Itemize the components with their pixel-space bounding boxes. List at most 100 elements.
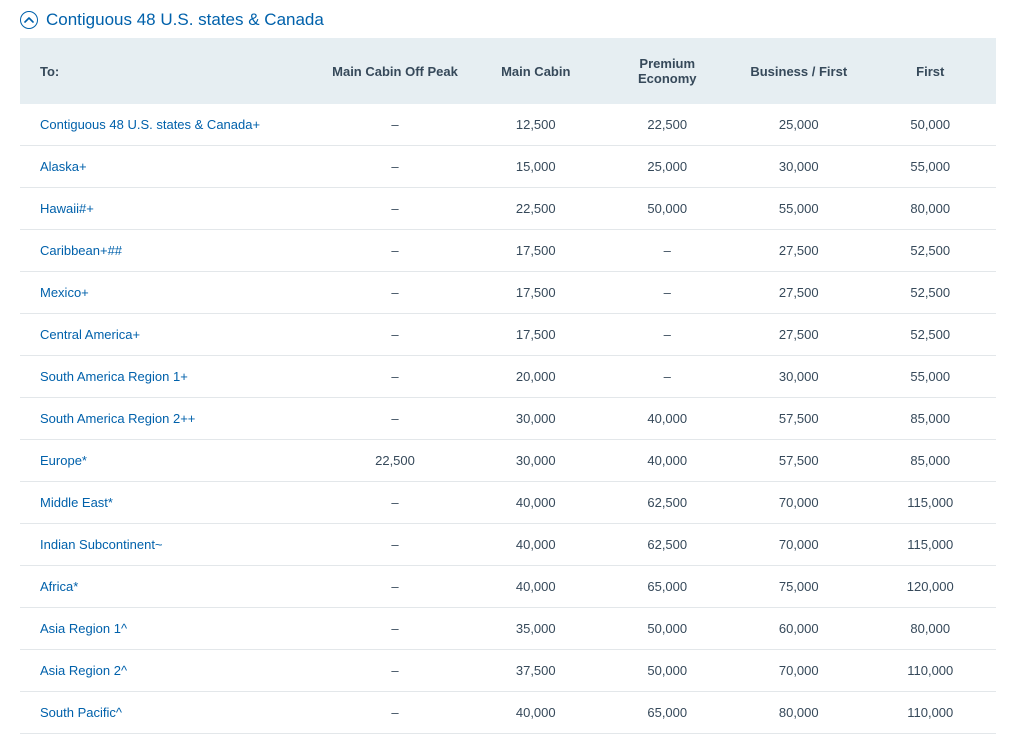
cell-main-cabin: 37,500 xyxy=(470,650,602,692)
cell-main-cabin: 17,500 xyxy=(470,314,602,356)
table-row: Middle East* –40,00062,50070,000115,000 xyxy=(20,482,996,524)
destination-link[interactable]: Caribbean+## xyxy=(40,243,122,258)
cell-first: 80,000 xyxy=(865,188,997,230)
destination-link[interactable]: Middle East* xyxy=(40,495,113,510)
cell-business-first: 27,500 xyxy=(733,314,865,356)
cell-business-first: 55,000 xyxy=(733,188,865,230)
cell-business-first: 30,000 xyxy=(733,146,865,188)
cell-offpeak: – xyxy=(320,314,470,356)
cell-business-first: 60,000 xyxy=(733,608,865,650)
destination-link[interactable]: Central America+ xyxy=(40,327,140,342)
destination-link[interactable]: South America Region 2++ xyxy=(40,411,195,426)
cell-first: 120,000 xyxy=(865,566,997,608)
cell-premium-economy: – xyxy=(602,356,734,398)
cell-premium-economy: – xyxy=(602,314,734,356)
section-toggle[interactable]: Contiguous 48 U.S. states & Canada xyxy=(20,10,996,30)
cell-first: 55,000 xyxy=(865,146,997,188)
cell-first: 110,000 xyxy=(865,650,997,692)
cell-first: 80,000 xyxy=(865,608,997,650)
cell-business-first: 25,000 xyxy=(733,104,865,146)
cell-destination: Mexico+ xyxy=(20,272,320,314)
destination-link[interactable]: Indian Subcontinent~ xyxy=(40,537,163,552)
cell-main-cabin: 40,000 xyxy=(470,482,602,524)
cell-main-cabin: 40,000 xyxy=(470,566,602,608)
table-row: Central America+–17,500–27,50052,500 xyxy=(20,314,996,356)
cell-offpeak: – xyxy=(320,524,470,566)
cell-offpeak: – xyxy=(320,104,470,146)
cell-main-cabin: 20,000 xyxy=(470,356,602,398)
cell-destination: South America Region 2++ xyxy=(20,398,320,440)
destination-link[interactable]: Mexico+ xyxy=(40,285,89,300)
award-chart-table: To: Main Cabin Off Peak Main Cabin Premi… xyxy=(20,38,996,734)
cell-main-cabin: 17,500 xyxy=(470,272,602,314)
cell-destination: South America Region 1+ xyxy=(20,356,320,398)
cell-main-cabin: 15,000 xyxy=(470,146,602,188)
cell-destination: Asia Region 2^ xyxy=(20,650,320,692)
col-header-premium-economy: Premium Economy xyxy=(602,38,734,104)
cell-premium-economy: 40,000 xyxy=(602,440,734,482)
cell-offpeak: – xyxy=(320,398,470,440)
cell-first: 85,000 xyxy=(865,440,997,482)
cell-premium-economy: 50,000 xyxy=(602,188,734,230)
chevron-up-icon xyxy=(20,11,38,29)
destination-link[interactable]: Contiguous 48 U.S. states & Canada+ xyxy=(40,117,260,132)
destination-link[interactable]: Africa* xyxy=(40,579,78,594)
destination-link[interactable]: Alaska+ xyxy=(40,159,87,174)
cell-offpeak: 22,500 xyxy=(320,440,470,482)
cell-main-cabin: 40,000 xyxy=(470,524,602,566)
cell-first: 85,000 xyxy=(865,398,997,440)
cell-first: 55,000 xyxy=(865,356,997,398)
destination-link[interactable]: Europe* xyxy=(40,453,87,468)
cell-offpeak: – xyxy=(320,272,470,314)
award-chart-section: Contiguous 48 U.S. states & Canada To: M… xyxy=(0,0,1016,754)
destination-link[interactable]: Hawaii#+ xyxy=(40,201,94,216)
cell-destination: Africa* xyxy=(20,566,320,608)
col-header-business-first: Business / First xyxy=(733,38,865,104)
cell-destination: Hawaii#+ xyxy=(20,188,320,230)
cell-premium-economy: 62,500 xyxy=(602,482,734,524)
cell-main-cabin: 22,500 xyxy=(470,188,602,230)
cell-offpeak: – xyxy=(320,650,470,692)
cell-offpeak: – xyxy=(320,230,470,272)
cell-premium-economy: – xyxy=(602,272,734,314)
table-row: Mexico+–17,500–27,50052,500 xyxy=(20,272,996,314)
cell-offpeak: – xyxy=(320,188,470,230)
cell-offpeak: – xyxy=(320,482,470,524)
col-header-first: First xyxy=(865,38,997,104)
cell-premium-economy: 65,000 xyxy=(602,566,734,608)
table-row: Indian Subcontinent~–40,00062,50070,0001… xyxy=(20,524,996,566)
destination-link[interactable]: Asia Region 2^ xyxy=(40,663,127,678)
cell-business-first: 57,500 xyxy=(733,440,865,482)
cell-main-cabin: 12,500 xyxy=(470,104,602,146)
cell-destination: Central America+ xyxy=(20,314,320,356)
cell-business-first: 27,500 xyxy=(733,272,865,314)
cell-destination: Alaska+ xyxy=(20,146,320,188)
cell-business-first: 70,000 xyxy=(733,482,865,524)
cell-first: 115,000 xyxy=(865,482,997,524)
cell-business-first: 57,500 xyxy=(733,398,865,440)
cell-first: 52,500 xyxy=(865,314,997,356)
cell-premium-economy: 22,500 xyxy=(602,104,734,146)
table-row: Alaska+ –15,00025,00030,00055,000 xyxy=(20,146,996,188)
cell-destination: Caribbean+## xyxy=(20,230,320,272)
cell-premium-economy: 40,000 xyxy=(602,398,734,440)
cell-premium-economy: 62,500 xyxy=(602,524,734,566)
cell-destination: Europe* xyxy=(20,440,320,482)
cell-destination: Asia Region 1^ xyxy=(20,608,320,650)
cell-first: 50,000 xyxy=(865,104,997,146)
table-row: South America Region 2++–30,00040,00057,… xyxy=(20,398,996,440)
col-header-to: To: xyxy=(20,38,320,104)
section-title: Contiguous 48 U.S. states & Canada xyxy=(46,10,324,30)
cell-offpeak: – xyxy=(320,566,470,608)
table-row: Europe*22,50030,00040,00057,50085,000 xyxy=(20,440,996,482)
destination-link[interactable]: Asia Region 1^ xyxy=(40,621,127,636)
cell-offpeak: – xyxy=(320,356,470,398)
cell-first: 52,500 xyxy=(865,230,997,272)
cell-premium-economy: 50,000 xyxy=(602,650,734,692)
cell-first: 52,500 xyxy=(865,272,997,314)
destination-link[interactable]: South America Region 1+ xyxy=(40,369,188,384)
cell-premium-economy: 25,000 xyxy=(602,146,734,188)
cell-business-first: 27,500 xyxy=(733,230,865,272)
table-row: Contiguous 48 U.S. states & Canada+ –12,5… xyxy=(20,104,996,146)
cell-offpeak: – xyxy=(320,146,470,188)
